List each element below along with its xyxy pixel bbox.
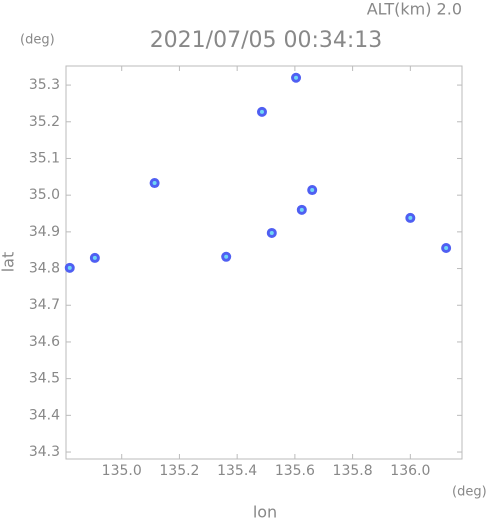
y-axis-label: lat [0, 252, 18, 273]
y-tick-label: 35.3 [29, 77, 60, 93]
echo-core [294, 75, 299, 80]
y-tick-label: 34.4 [29, 407, 60, 423]
chart-title: 2021/07/05 00:34:13 [150, 28, 383, 53]
y-tick-label: 34.7 [29, 297, 60, 313]
x-tick-label: 136.0 [390, 463, 430, 479]
y-tick-label: 34.5 [29, 371, 60, 387]
plot-frame [65, 65, 463, 460]
echo-core [259, 109, 264, 114]
y-tick-label: 34.6 [29, 334, 60, 350]
y-tick-label: 35.0 [29, 187, 60, 203]
x-tick-label: 135.4 [217, 463, 257, 479]
echo-core [67, 265, 72, 270]
echo-core [92, 255, 97, 260]
echo-core [269, 230, 274, 235]
echo-core [444, 246, 449, 251]
x-tick-label: 135.2 [159, 463, 199, 479]
echo-core [224, 254, 229, 259]
y-tick-label: 35.1 [29, 150, 60, 166]
echo-core [408, 215, 413, 220]
echo-core [310, 188, 315, 193]
y-tick-label: 34.9 [29, 224, 60, 240]
y-unit: (deg) [20, 33, 55, 48]
echo-core [152, 181, 157, 186]
y-tick-label: 34.3 [29, 444, 60, 460]
echo-core [299, 207, 304, 212]
x-tick-label: 135.6 [275, 463, 315, 479]
x-unit: (deg) [452, 485, 487, 500]
x-tick-label: 135.8 [333, 463, 373, 479]
y-tick-label: 35.2 [29, 114, 60, 130]
altitude: ALT(km) 2.0 [367, 0, 462, 19]
y-tick-label: 34.8 [29, 261, 60, 277]
x-axis-label: lon [253, 503, 277, 521]
x-tick-label: 135.0 [102, 463, 142, 479]
